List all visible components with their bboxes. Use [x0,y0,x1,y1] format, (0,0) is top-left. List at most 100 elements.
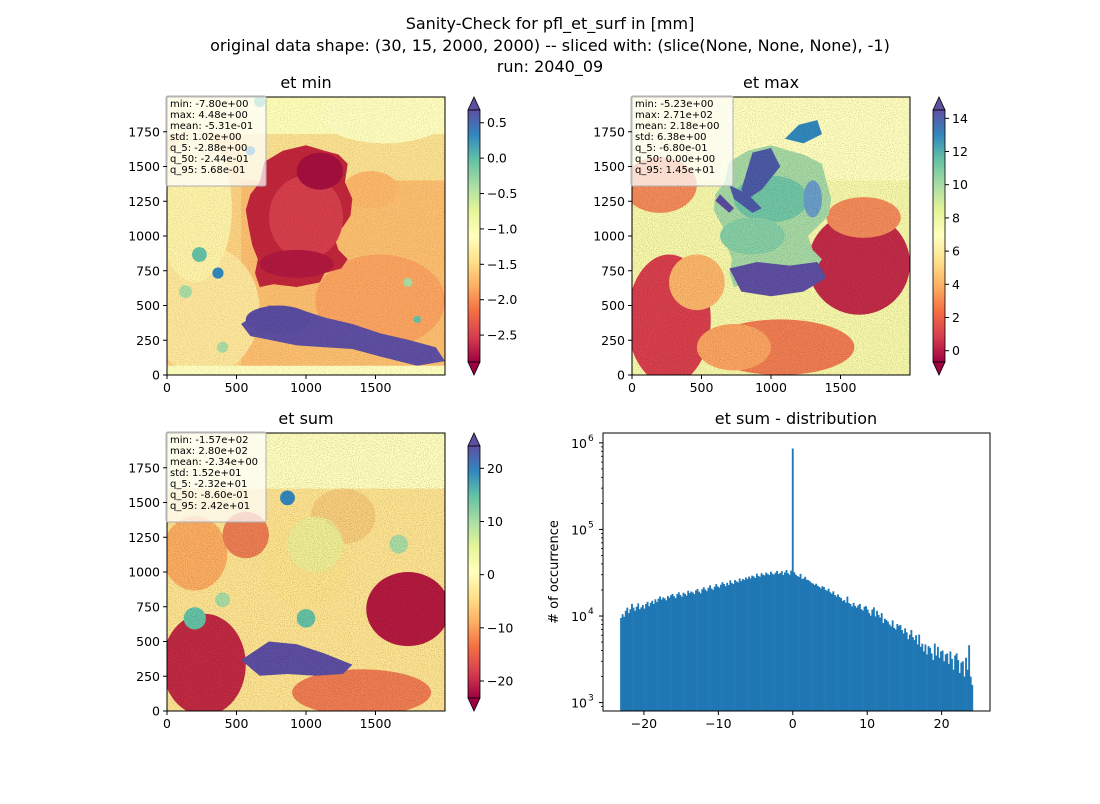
histogram-bar [744,577,747,711]
histogram-bar [635,606,638,711]
histogram-bar [823,587,825,711]
x-tick-label: −10 [705,716,731,731]
histogram-bar [735,581,738,711]
stat-line: std: 6.38e+00 [635,132,707,143]
histogram-bar [727,585,730,711]
x-tick-label: 0 [628,380,636,395]
histogram-bar [641,605,644,711]
suptitle-line-2: original data shape: (30, 15, 2000, 2000… [210,36,890,55]
histogram-bar [696,589,699,711]
histogram-bar [929,647,932,711]
histogram-bar [620,617,622,711]
histogram-bar [894,629,897,711]
stat-line: q_5: -2.88e+00 [170,143,247,154]
histogram-bar [880,613,883,711]
y-tick-label-exponent: 3 [588,694,594,704]
histogram-bar [843,600,846,711]
histogram-bar [862,610,864,711]
histogram-bar [863,606,866,711]
histogram-bar [657,598,660,711]
histogram-bar [915,635,917,711]
histogram-bar [838,596,841,711]
y-tick-label-base: 10 [571,696,587,711]
histogram-bar [723,584,725,711]
y-tick-label-base: 10 [571,436,587,451]
histogram-bar [871,609,874,711]
x-axis-et-min: 0 500 1000 1500 [163,375,391,395]
histogram-bar [743,579,746,711]
histogram-bar [824,589,827,711]
histogram-bar [796,575,799,711]
histogram-bar [815,583,818,711]
histogram-bar [623,616,626,711]
histogram-bar [905,632,908,711]
x-tick-label: 500 [225,716,249,731]
histogram-bar [958,672,961,711]
histogram-bar [702,587,705,711]
panel-et-sum: et sum min: -1.57e+02 max: 2.80e+02 mean… [128,409,513,731]
histogram-bar [857,605,860,711]
y-tick-label-exponent: 4 [588,607,594,617]
histogram-bar [922,651,925,711]
histogram-bar [832,591,835,711]
y-tick-label: 0 [152,704,160,719]
histogram-bar [752,576,755,711]
colorbar-tick-label: −2.0 [487,292,517,307]
histogram-bar [627,613,630,711]
stat-line: q_50: -2.44e-01 [170,154,249,165]
histogram-bar [757,575,760,711]
histogram-bar [799,573,802,711]
histogram-bar [721,582,724,711]
histogram-bar [826,590,829,711]
panel-et-min: et min min: -7.80e+00 max: 4.48e+00 mean… [128,73,517,395]
histogram-bar [713,586,716,711]
histogram-bar [734,580,736,711]
histogram-bar [784,572,786,711]
y-tick-label: 1750 [128,124,160,139]
histogram-bar [868,613,871,711]
histogram-bar [963,676,966,711]
histogram-bar [879,617,882,711]
colorbar-tick-label: 10 [487,514,503,529]
y-tick-label: 0 [152,368,160,383]
figure-suptitle: Sanity-Check for pfl_et_surf in [mm] ori… [210,14,890,77]
histogram-bar [665,600,668,711]
stats-box-et-sum: min: -1.57e+02 max: 2.80e+02 mean: -2.34… [165,431,267,523]
y-tick-label: 750 [136,599,160,614]
stats-box-et-max: min: -5.23e+00 max: 2.71e+02 mean: 2.18e… [630,95,734,187]
histogram-bar [737,582,740,711]
histogram-bar [810,582,813,711]
histogram-bar [819,588,822,711]
histogram-bar [968,645,971,711]
histogram-bar [755,573,758,711]
x-tick-label: 10 [859,716,875,731]
histogram-bar [754,577,757,711]
histogram-bar [621,614,624,711]
histogram-bar [671,593,674,711]
histogram-bar [788,574,791,711]
histogram-bar [769,571,772,711]
histogram-bar [646,601,649,711]
colorbar-et-max: 0 2 4 6 8 10 12 14 [932,96,968,376]
histogram-bar [913,639,916,711]
histogram-bar [749,578,752,711]
histogram-bar [779,573,782,711]
colorbar-tick-label: −20 [487,673,513,688]
histogram-bar [726,582,729,711]
y-tick-label-exponent: 5 [588,520,594,530]
histogram-bar [668,597,671,711]
histogram-bar [860,609,863,711]
histogram-bar [687,590,690,711]
y-tick-label-base: 10 [571,609,587,624]
histogram-bar [688,593,691,711]
histogram-bar [883,618,886,711]
y-tick-label: 1250 [128,194,160,209]
y-tick-label: 1500 [593,159,625,174]
y-axis-et-max: 0 250 500 750 1000 1250 1500 1750 [593,124,632,383]
histogram-bar [938,657,941,711]
x-tick-label: 20 [934,716,950,731]
histogram-bar [656,602,658,711]
histogram-bar [844,602,847,711]
y-tick-label: 750 [136,263,160,278]
